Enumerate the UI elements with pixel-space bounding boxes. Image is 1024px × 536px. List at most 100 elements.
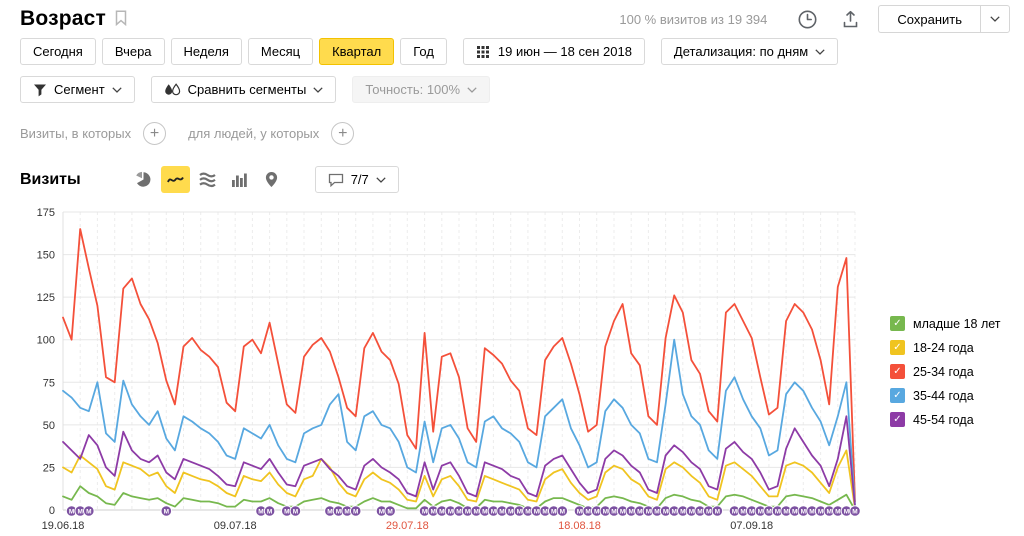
x-axis-label: 29.07.18 (386, 520, 429, 532)
annotation-marker-label: М (430, 509, 435, 516)
period-button-yesterday[interactable]: Вчера (101, 38, 165, 65)
annotation-marker-label: М (379, 509, 384, 516)
annotation-marker-label: М (517, 509, 522, 516)
detalization-button[interactable]: Детализация: по дням (660, 38, 839, 65)
add-visits-filter-button[interactable]: + (143, 122, 167, 145)
series-line-3[interactable] (62, 338, 856, 506)
chart-type-line-button[interactable] (160, 166, 190, 193)
header: Возраст 100 % визитов из 19 394 Сохранит… (20, 0, 1010, 38)
period-button-month[interactable]: Месяц (247, 38, 314, 65)
annotation-marker-label: М (284, 509, 289, 516)
y-axis-label: 150 (37, 250, 55, 262)
export-icon[interactable] (835, 4, 865, 34)
annotation-marker-label: М (671, 509, 676, 516)
legend-label: 35-44 года (913, 388, 974, 403)
annotation-marker[interactable] (83, 505, 95, 517)
visits-line-chart[interactable]: 0 25 50 75 100 125 150 175 19.06.18 09.07.18 29.07… (0, 204, 872, 536)
annotation-marker-label: М (801, 509, 806, 516)
annotation-marker[interactable] (263, 505, 276, 517)
annotation-marker-label: М (637, 509, 642, 516)
annotation-marker-label: М (387, 509, 392, 516)
period-button-today[interactable]: Сегодня (20, 38, 96, 65)
people-filter-label: для людей, у которых (188, 126, 320, 141)
annotation-marker-label: М (327, 509, 332, 516)
annotation-marker-label: М (86, 509, 91, 516)
annotation-marker-label: М (534, 509, 539, 516)
legend-item-0[interactable]: ✓ младше 18 лет (890, 316, 1024, 331)
annotation-marker-label: М (473, 509, 478, 516)
annotation-marker-label: М (835, 509, 840, 516)
annotation-marker-label: М (646, 509, 651, 516)
comments-count: 7/7 (350, 172, 369, 187)
annotation-marker-label: М (344, 509, 349, 516)
chart-type-stacked-button[interactable] (193, 166, 222, 193)
chart-type-map-button[interactable] (257, 166, 286, 193)
period-button-year[interactable]: Год (400, 38, 447, 65)
add-people-filter-button[interactable]: + (331, 122, 355, 145)
chart-header: Визиты (20, 166, 399, 193)
legend-item-1[interactable]: ✓ 18-24 года (890, 340, 1024, 355)
x-axis-label: 18.08.18 (558, 520, 601, 532)
y-axis-label: 0 (49, 505, 55, 517)
legend-item-3[interactable]: ✓ 35-44 года (890, 388, 1024, 403)
chart-type-columns-button[interactable] (225, 166, 254, 193)
comments-button[interactable]: 7/7 (314, 166, 399, 193)
period-button-week[interactable]: Неделя (170, 38, 242, 65)
annotation-marker[interactable] (556, 505, 569, 517)
legend-checkbox-icon: ✓ (890, 316, 905, 331)
segment-toolbar: Сегмент Сравнить сегменты Точность: 100% (20, 76, 491, 103)
annotation-marker[interactable] (849, 505, 861, 517)
annotation-marker[interactable] (289, 505, 302, 517)
annotation-marker[interactable] (349, 505, 362, 517)
annotation-marker-label: М (603, 509, 608, 516)
series-line-1[interactable] (62, 449, 856, 510)
save-button[interactable]: Сохранить (878, 5, 980, 33)
chart-type-pie-button[interactable] (129, 166, 158, 193)
series-line-2[interactable] (62, 228, 856, 503)
visits-filter-label: Визиты, в которых (20, 126, 132, 141)
chevron-down-icon (815, 48, 825, 55)
legend-label: младше 18 лет (913, 316, 1001, 331)
compare-segments-button[interactable]: Сравнить сегменты (150, 76, 337, 103)
chevron-down-icon (990, 16, 1000, 22)
period-button-quarter[interactable]: Квартал (319, 38, 395, 65)
annotation-marker-label: М (456, 509, 461, 516)
save-split-button: Сохранить (878, 5, 1010, 33)
annotation-marker-label: М (164, 509, 169, 516)
annotation-marker-label: М (542, 509, 547, 516)
chevron-down-icon (313, 86, 323, 93)
save-dropdown-button[interactable] (980, 5, 1010, 33)
annotation-marker-label: М (758, 509, 763, 516)
accuracy-button[interactable]: Точность: 100% (352, 76, 491, 103)
annotation-marker-label: М (508, 509, 513, 516)
two-drops-icon (164, 82, 180, 95)
history-clock-icon[interactable] (792, 4, 822, 34)
segment-button[interactable]: Сегмент (20, 76, 135, 103)
bar-chart-icon (231, 173, 247, 187)
annotation-marker-label: М (585, 509, 590, 516)
annotation-marker-label: М (499, 509, 504, 516)
series-line-4[interactable] (62, 415, 856, 508)
annotation-marker-label: М (844, 509, 849, 516)
annotation-marker-label: М (706, 509, 711, 516)
annotation-marker[interactable] (711, 505, 724, 517)
bookmark-icon[interactable] (115, 10, 127, 31)
annotation-marker-label: М (749, 509, 754, 516)
y-axis-label: 25 (43, 462, 55, 474)
horizontal-gridlines: 0 25 50 75 100 125 150 175 (37, 207, 855, 517)
date-range-label: 19 июн — 18 сен 2018 (497, 44, 632, 59)
series-line-0[interactable] (62, 485, 856, 511)
filter-row: Визиты, в которых + для людей, у которых… (20, 122, 355, 145)
date-range-button[interactable]: 19 июн — 18 сен 2018 (462, 38, 645, 65)
annotation-marker-label: М (491, 509, 496, 516)
annotation-marker[interactable] (384, 505, 396, 517)
y-axis-label: 75 (43, 377, 55, 389)
legend-item-4[interactable]: ✓ 45-54 года (890, 412, 1024, 427)
legend-item-2[interactable]: ✓ 25-34 года (890, 364, 1024, 379)
legend-checkbox-icon: ✓ (890, 388, 905, 403)
series-lines (62, 228, 856, 511)
y-axis-label: 125 (37, 292, 55, 304)
annotation-marker-label: М (826, 509, 831, 516)
annotation-marker[interactable] (160, 505, 173, 517)
